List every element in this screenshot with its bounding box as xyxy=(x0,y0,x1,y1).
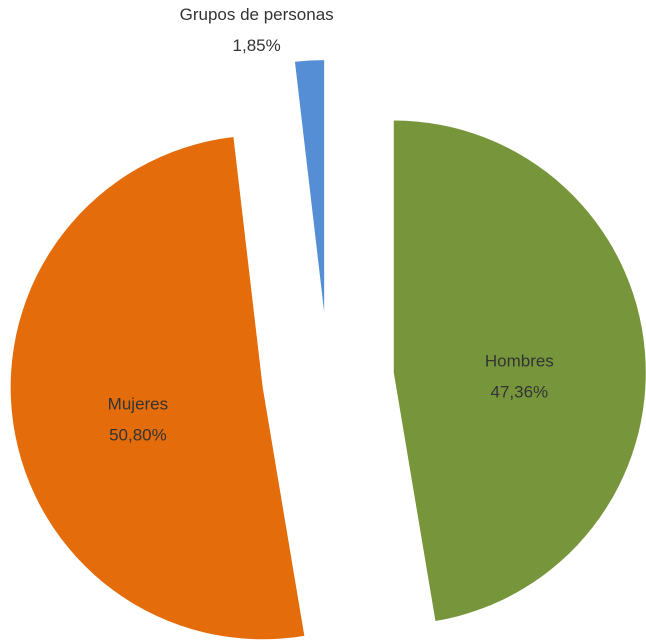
slice-label: Hombres xyxy=(485,352,554,371)
slice-value: 47,36% xyxy=(491,383,549,402)
slice-label: Mujeres xyxy=(108,395,168,414)
slice-value: 50,80% xyxy=(109,426,167,445)
slice-value: 1,85% xyxy=(233,36,281,55)
pie-slice xyxy=(10,136,305,640)
slice-label: Grupos de personas xyxy=(180,5,334,24)
pie-slice xyxy=(294,60,325,313)
pie-slice xyxy=(393,120,646,622)
